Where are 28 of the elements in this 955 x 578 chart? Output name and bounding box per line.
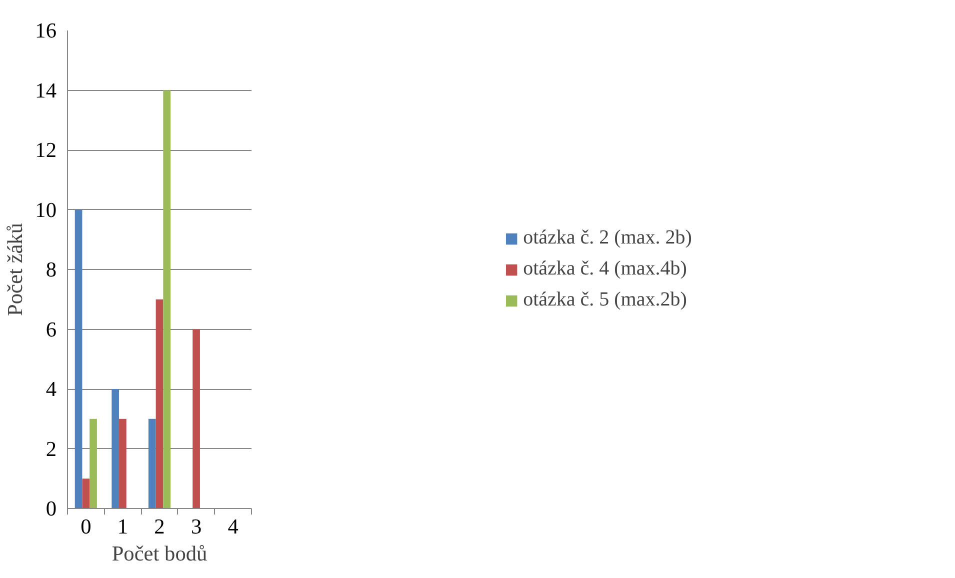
y-tick-label: 4 <box>46 377 57 401</box>
y-tick-label: 10 <box>35 198 56 222</box>
bar <box>192 329 200 508</box>
y-tick-label: 16 <box>35 18 57 42</box>
y-tick-label: 6 <box>46 317 57 342</box>
y-axis-title: Počet žáků <box>3 222 28 316</box>
bar <box>156 299 164 508</box>
x-tick-label: 4 <box>228 514 239 538</box>
x-tick-label: 2 <box>154 514 165 538</box>
y-tick-label: 8 <box>46 258 57 282</box>
bar <box>112 389 120 508</box>
bar <box>148 418 156 508</box>
y-tick-label: 12 <box>35 138 56 162</box>
bar <box>74 210 82 508</box>
legend-label: otázka č. 4 (max.4b) <box>523 258 687 280</box>
legend-label: otázka č. 5 (max.2b) <box>523 288 687 312</box>
bar <box>82 478 90 508</box>
y-tick-label: 0 <box>46 496 57 520</box>
bar <box>163 90 171 508</box>
y-tick-label: 2 <box>46 436 57 461</box>
x-tick-label: 1 <box>117 514 128 538</box>
x-tick-label: 0 <box>80 514 92 538</box>
x-axis-title: Počet bodů <box>112 542 208 566</box>
bar <box>90 418 97 508</box>
bar <box>119 418 126 508</box>
y-tick-label: 14 <box>35 78 57 102</box>
x-tick-label: 3 <box>190 514 202 538</box>
legend-label: otázka č. 2 (max. 2b) <box>523 226 692 250</box>
